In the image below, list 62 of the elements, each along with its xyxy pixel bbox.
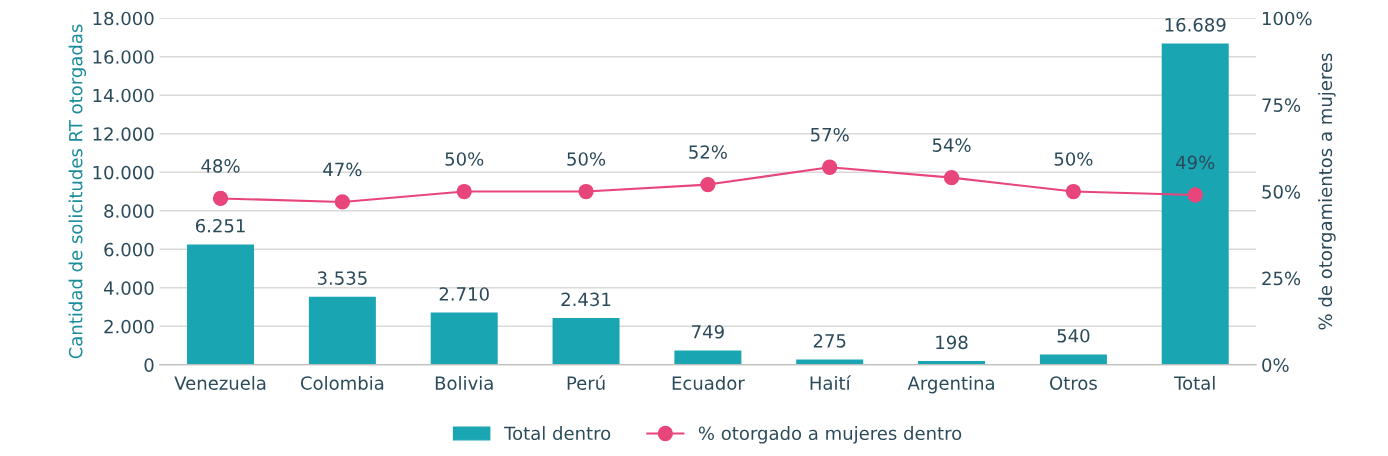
x-tick-label: Ecuador <box>672 375 745 390</box>
x-tick-label: Haití <box>810 375 852 390</box>
point <box>456 183 472 200</box>
data-label: 198 <box>936 335 968 350</box>
data-label: 57% <box>811 127 849 142</box>
y-tick-label: 6.000 <box>104 242 154 257</box>
x-tick-label: Perú <box>567 375 605 390</box>
legend-label: Total dentro <box>504 426 611 441</box>
y-tick-label: 8.000 <box>104 204 154 218</box>
bar <box>552 318 620 365</box>
data-label: 52% <box>689 145 727 159</box>
y2-tick-label: 50% <box>1262 184 1301 199</box>
x-tick-label: Colombia <box>300 375 384 390</box>
data-label: 48% <box>201 159 240 173</box>
data-label: 2.710 <box>439 287 489 301</box>
y2-axis-title: % de otorgamientos a mujeres <box>1318 53 1336 330</box>
data-label: 50% <box>1054 152 1093 166</box>
point <box>822 159 838 175</box>
legend-label: % otorgado a mujeres dentro <box>698 426 962 444</box>
x-tick-label: Bolivia <box>435 375 493 390</box>
point <box>700 176 716 193</box>
bar <box>674 350 742 365</box>
data-label: 50% <box>445 152 484 166</box>
point <box>334 194 351 210</box>
bar <box>430 312 498 365</box>
bar <box>1161 43 1229 365</box>
data-label: 47% <box>323 162 362 177</box>
x-tick-label: Otros <box>1050 376 1097 390</box>
y2-tick-label: 0% <box>1262 358 1289 372</box>
point <box>212 190 229 207</box>
data-label: 3.535 <box>317 271 367 285</box>
x-tick-label: Total <box>1174 375 1215 390</box>
y-tick-label: 2.000 <box>104 319 154 334</box>
data-label: 6.251 <box>195 218 245 233</box>
y2-tick-label: 25% <box>1262 271 1301 286</box>
y2-tick-label: 75% <box>1262 98 1301 112</box>
point <box>1187 187 1203 203</box>
x-tick-label: Argentina <box>907 375 994 394</box>
y-tick-label: 4.000 <box>103 281 154 295</box>
data-label: 540 <box>1057 328 1090 343</box>
y2-tick-label: 100% <box>1262 11 1312 26</box>
y-tick-label: 18.000 <box>93 11 154 26</box>
data-label: 54% <box>932 138 971 152</box>
data-label: 50% <box>567 152 606 166</box>
y-tick-label: 16.000 <box>93 50 154 64</box>
data-label: 275 <box>813 334 846 348</box>
bar <box>308 296 376 365</box>
y-tick-label: 12.000 <box>93 127 154 141</box>
bar <box>1039 354 1107 365</box>
point <box>1065 183 1082 200</box>
y-axis-title: Cantidad de solicitudes RT otorgadas <box>68 24 87 359</box>
data-label: 749 <box>692 324 724 339</box>
y-tick-label: 0 <box>144 358 154 372</box>
x-tick-label: Venezuela <box>174 375 266 390</box>
y-tick-label: 14.000 <box>93 88 154 103</box>
data-label: 49% <box>1176 155 1215 170</box>
data-label: 2.431 <box>561 292 611 307</box>
y-tick-label: 10.000 <box>93 165 154 180</box>
bar <box>187 244 255 365</box>
data-label: 16.689 <box>1165 17 1226 32</box>
point <box>578 183 594 200</box>
point <box>943 170 960 186</box>
